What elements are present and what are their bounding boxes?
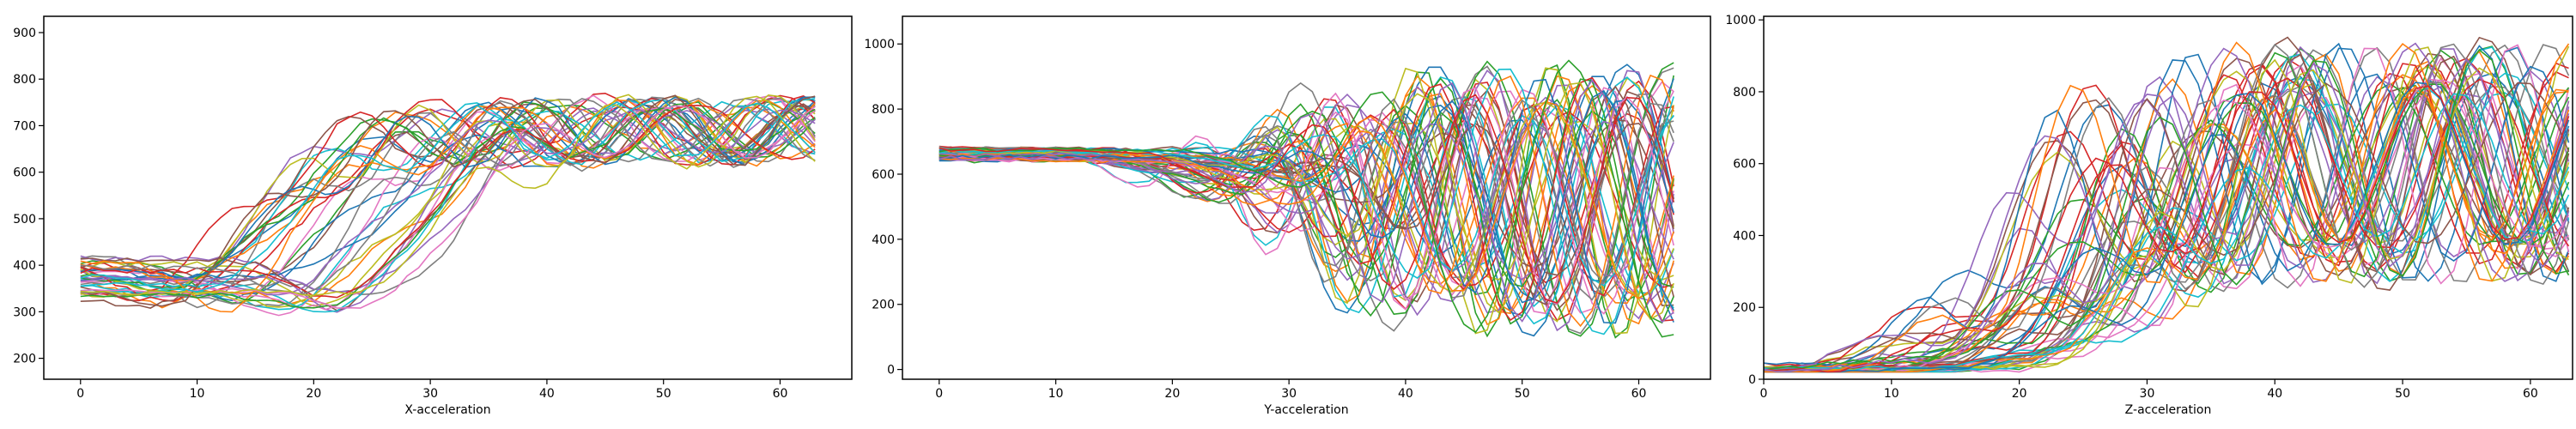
y-acceleration-series-line xyxy=(939,79,1674,323)
y-acceleration-series xyxy=(939,59,1674,339)
y-acceleration-xtick-label: 60 xyxy=(1631,387,1647,401)
z-acceleration-series xyxy=(1764,36,2570,373)
y-acceleration-ytick-label: 400 xyxy=(872,233,895,247)
x-acceleration-axes-frame xyxy=(43,15,853,380)
z-acceleration-xtick-label: 50 xyxy=(2395,387,2410,401)
x-acceleration-series-line xyxy=(80,101,816,293)
z-acceleration-axes-frame xyxy=(1763,15,2573,380)
y-acceleration-series-line xyxy=(939,94,1674,304)
x-acceleration-series-line xyxy=(80,95,816,297)
x-acceleration-series xyxy=(80,92,816,317)
x-acceleration-xtick-label: 10 xyxy=(190,387,205,401)
z-acceleration-series-line xyxy=(1764,42,2570,373)
y-acceleration-xtick-label: 30 xyxy=(1281,387,1297,401)
y-acceleration-ytick-label: 200 xyxy=(872,299,895,312)
z-acceleration-ytick-label: 1000 xyxy=(1725,14,1756,27)
z-acceleration-ytick-label: 0 xyxy=(1748,373,1756,387)
x-acceleration-xtick-label: 50 xyxy=(656,387,671,401)
y-acceleration-series-line xyxy=(939,100,1674,299)
x-acceleration-series-line xyxy=(80,94,816,307)
y-acceleration-series-line xyxy=(939,89,1674,311)
x-acceleration-series-line xyxy=(80,100,816,313)
y-acceleration-axes-frame xyxy=(902,15,1711,380)
x-acceleration-ytick-label: 600 xyxy=(13,166,36,180)
y-acceleration-ytick-label: 600 xyxy=(872,168,895,182)
x-acceleration-series-line xyxy=(80,99,816,281)
x-acceleration-series-line xyxy=(80,96,816,281)
z-acceleration-series-line xyxy=(1764,42,2570,366)
x-acceleration-xtick-label: 0 xyxy=(76,387,84,401)
y-acceleration-series-line xyxy=(939,120,1674,281)
y-acceleration-ytick-label: 0 xyxy=(887,364,895,378)
y-acceleration-series-line xyxy=(939,59,1674,338)
x-acceleration-yticks: 200 300 400 500 600 700 800 900 xyxy=(13,27,44,366)
y-acceleration-panel: 0 10 20 30 40 50 60 0 200 400 600 800 1000 Y-accele… xyxy=(864,15,1711,417)
y-acceleration-xlabel: Y-acceleration xyxy=(1263,403,1348,417)
z-acceleration-series-line xyxy=(1764,85,2570,373)
z-acceleration-xlabel: Z-acceleration xyxy=(2125,403,2212,417)
x-acceleration-series-line xyxy=(80,97,816,307)
x-acceleration-ytick-label: 800 xyxy=(13,73,36,87)
z-acceleration-xtick-label: 40 xyxy=(2267,387,2282,401)
y-acceleration-xtick-label: 50 xyxy=(1515,387,1530,401)
y-acceleration-series-line xyxy=(939,91,1674,306)
x-acceleration-xticks: 0 10 20 30 40 50 60 xyxy=(76,379,787,401)
x-acceleration-series-line xyxy=(80,98,816,313)
x-acceleration-series-line xyxy=(80,100,816,311)
x-acceleration-panel: 0 10 20 30 40 50 60 200 300 400 500 600 700 800 900 X… xyxy=(13,15,853,417)
x-acceleration-series-line xyxy=(80,107,816,309)
z-acceleration-series-line xyxy=(1764,83,2570,373)
x-acceleration-xtick-label: 40 xyxy=(539,387,555,401)
x-acceleration-ytick-label: 700 xyxy=(13,119,36,133)
z-acceleration-series-line xyxy=(1764,41,2570,373)
z-acceleration-series-line xyxy=(1764,57,2570,372)
x-acceleration-ytick-label: 400 xyxy=(13,259,36,273)
x-acceleration-xlabel: X-acceleration xyxy=(404,403,490,417)
z-acceleration-panel: 0 10 20 30 40 50 60 0 200 400 600 800 1000 Z-accele… xyxy=(1725,14,2573,417)
z-acceleration-xtick-label: 60 xyxy=(2523,387,2538,401)
z-acceleration-xtick-label: 20 xyxy=(2012,387,2027,401)
z-acceleration-series-line xyxy=(1764,70,2569,366)
y-acceleration-xticks: 0 10 20 30 40 50 60 xyxy=(935,379,1646,401)
y-acceleration-ytick-label: 1000 xyxy=(864,38,895,51)
x-acceleration-series-line xyxy=(80,98,816,295)
z-acceleration-ytick-label: 200 xyxy=(1733,301,1756,315)
y-acceleration-xtick-label: 20 xyxy=(1164,387,1180,401)
z-acceleration-xticks: 0 10 20 30 40 50 60 xyxy=(1760,379,2538,401)
x-acceleration-series-line xyxy=(80,103,816,311)
z-acceleration-series-line xyxy=(1764,78,2570,373)
z-acceleration-ytick-label: 600 xyxy=(1733,158,1756,172)
y-acceleration-xtick-label: 40 xyxy=(1398,387,1413,401)
z-acceleration-xtick-label: 10 xyxy=(1884,387,1899,401)
z-acceleration-series-line xyxy=(1764,78,2570,373)
y-acceleration-ytick-label: 800 xyxy=(872,103,895,117)
x-acceleration-xtick-label: 20 xyxy=(306,387,321,401)
z-acceleration-ytick-label: 400 xyxy=(1733,229,1756,243)
z-acceleration-xtick-label: 0 xyxy=(1760,387,1768,401)
x-acceleration-series-line xyxy=(80,106,816,313)
y-acceleration-xtick-label: 10 xyxy=(1048,387,1064,401)
x-acceleration-ytick-label: 200 xyxy=(13,353,36,366)
z-acceleration-series-line xyxy=(1764,49,2569,371)
z-acceleration-series-line xyxy=(1764,91,2570,373)
z-acceleration-yticks: 0 200 400 600 800 1000 xyxy=(1725,14,1764,387)
x-acceleration-series-line xyxy=(80,105,816,299)
z-acceleration-xtick-label: 30 xyxy=(2140,387,2155,401)
x-acceleration-xtick-label: 30 xyxy=(422,387,438,401)
y-acceleration-yticks: 0 200 400 600 800 1000 xyxy=(864,38,902,378)
x-acceleration-ytick-label: 900 xyxy=(13,27,36,40)
x-acceleration-ytick-label: 300 xyxy=(13,305,36,319)
x-acceleration-series-line xyxy=(80,97,816,309)
x-acceleration-xtick-label: 60 xyxy=(773,387,788,401)
x-acceleration-ytick-label: 500 xyxy=(13,213,36,227)
y-acceleration-xtick-label: 0 xyxy=(935,387,943,401)
z-acceleration-ytick-label: 800 xyxy=(1733,86,1756,100)
